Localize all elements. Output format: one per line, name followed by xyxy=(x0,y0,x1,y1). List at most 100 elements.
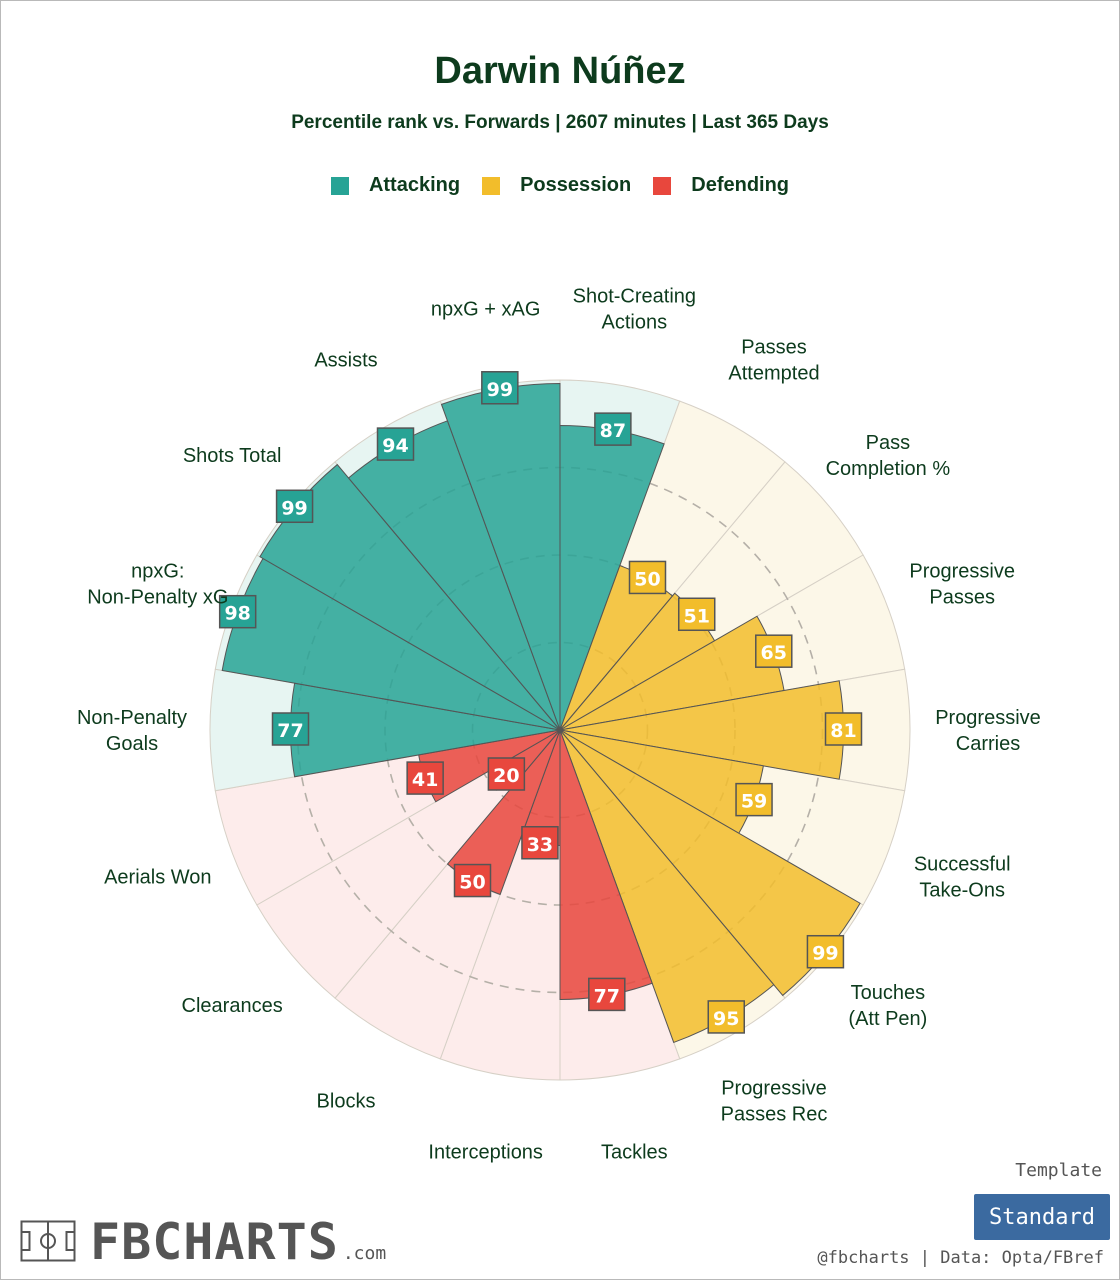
metric-label-line: Progressive xyxy=(935,707,1041,729)
legend-swatch-defending xyxy=(653,176,672,195)
metric-label-line: Blocks xyxy=(317,1091,376,1113)
metric-label-line: Shots Total xyxy=(183,445,282,467)
metric-label-line: Completion % xyxy=(826,458,951,480)
metric-label-aerials-won: Aerials Won xyxy=(104,866,211,888)
legend-label-attacking: Attacking xyxy=(368,174,461,196)
metric-label-line: Non-Penalty xG xyxy=(87,587,228,609)
metric-label-progressive-passes-rec: Progressive Passes Rec xyxy=(721,1078,828,1126)
metric-label-pass-completion: Pass Completion % xyxy=(826,432,951,480)
value-box-non-penalty-goals xyxy=(271,712,310,746)
value-label-aerials-won: 41 xyxy=(412,769,438,791)
value-label-successful-take-ons: 59 xyxy=(741,791,767,813)
metric-label-line: Pass xyxy=(866,432,910,454)
value-box-progressive-passes-rec xyxy=(707,1000,745,1034)
metric-label-line: Aerials Won xyxy=(104,866,211,888)
value-label-shots-total: 99 xyxy=(281,497,307,519)
metric-label-line: Progressive xyxy=(909,561,1015,583)
metric-label-line: Touches xyxy=(851,982,926,1004)
legend-item-defending: Defending xyxy=(653,174,789,197)
value-label-passes-attempted: 50 xyxy=(634,568,660,590)
legend-item-possession: Possession xyxy=(482,174,631,197)
value-box-aerials-won xyxy=(406,761,444,795)
value-label-blocks: 50 xyxy=(459,872,485,894)
metric-label-line: Goals xyxy=(106,733,158,755)
metric-label-clearances: Clearances xyxy=(182,995,283,1017)
legend-item-attacking: Attacking xyxy=(330,174,461,197)
value-box-shots-total xyxy=(275,489,314,524)
brand-suffix: .com xyxy=(342,1243,387,1264)
value-box-shot-creating-actions xyxy=(594,412,632,446)
value-box-tackles xyxy=(588,977,626,1012)
template-caption: Template xyxy=(1015,1160,1102,1181)
legend-swatch-attacking xyxy=(330,176,349,195)
value-box-progressive-passes xyxy=(755,634,793,668)
value-label-progressive-carries: 81 xyxy=(830,720,856,742)
metric-label-passes-attempted: Passes Attempted xyxy=(728,336,819,384)
metric-label-line: Carries xyxy=(956,733,1020,755)
value-label-non-penalty-goals: 77 xyxy=(277,720,303,742)
value-box-progressive-carries xyxy=(824,712,863,746)
metric-label-line: Clearances xyxy=(182,995,283,1017)
legend-swatch-possession xyxy=(482,176,501,195)
legend: Attacking Possession Defending xyxy=(0,174,1120,197)
metric-label-assists: Assists xyxy=(314,349,377,371)
metric-label-npxg-xag: npxG + xAG xyxy=(431,299,541,321)
brand-name: FBCHARTS xyxy=(90,1213,339,1271)
metric-label-npxg-non-penalty-xg: npxG: Non-Penalty xG xyxy=(87,561,228,609)
legend-label-defending: Defending xyxy=(691,174,790,196)
metric-label-touches-att-pen: Touches (Att Pen) xyxy=(848,982,927,1030)
metric-label-line: Passes xyxy=(741,336,807,358)
metric-label-tackles: Tackles xyxy=(601,1142,668,1164)
value-box-successful-take-ons xyxy=(735,782,773,817)
metric-label-line: Non-Penalty xyxy=(77,707,187,729)
value-box-pass-completion xyxy=(677,597,716,632)
metric-label-non-penalty-goals: Non-Penalty Goals xyxy=(77,707,187,755)
metric-label-line: Progressive xyxy=(721,1078,827,1100)
page-subtitle: Percentile rank vs. Forwards | 2607 minu… xyxy=(291,112,829,133)
metric-label-line: Actions xyxy=(602,312,668,334)
value-label-progressive-passes-rec: 95 xyxy=(713,1008,739,1030)
pitch-icon xyxy=(20,1220,76,1262)
metric-label-shots-total: Shots Total xyxy=(183,445,282,467)
value-label-touches-att-pen: 99 xyxy=(812,943,838,965)
data-credit: @fbcharts | Data: Opta/FBref xyxy=(817,1248,1104,1268)
value-label-progressive-passes: 65 xyxy=(761,642,787,664)
metric-label-line: Tackles xyxy=(601,1142,668,1164)
value-box-passes-attempted xyxy=(628,560,667,595)
metric-label-line: npxG: xyxy=(131,561,184,583)
legend-label-possession: Possession xyxy=(520,174,632,196)
metric-label-successful-take-ons: Successful Take-Ons xyxy=(914,853,1011,901)
value-label-npxg-xag: 99 xyxy=(487,379,513,401)
metric-label-progressive-carries: Progressive Carries xyxy=(935,707,1041,755)
value-label-assists: 94 xyxy=(382,435,408,457)
metric-label-line: Assists xyxy=(314,349,377,371)
value-box-touches-att-pen xyxy=(806,934,845,969)
metric-label-interceptions: Interceptions xyxy=(428,1142,543,1164)
metric-label-line: Successful xyxy=(914,853,1011,875)
value-box-npxg-non-penalty-xg xyxy=(218,594,257,629)
metric-label-shot-creating-actions: Shot-Creating Actions xyxy=(573,286,696,334)
value-box-npxg-xag xyxy=(481,371,519,405)
metric-label-line: Attempted xyxy=(728,362,819,384)
value-label-shot-creating-actions: 87 xyxy=(600,420,626,442)
value-box-assists xyxy=(376,427,415,461)
metric-label-line: Take-Ons xyxy=(919,879,1005,901)
value-label-tackles: 77 xyxy=(594,985,620,1007)
template-button[interactable]: Standard xyxy=(974,1194,1110,1240)
value-label-pass-completion: 51 xyxy=(684,605,710,627)
metric-label-line: Interceptions xyxy=(428,1142,543,1164)
page-title: Darwin Núñez xyxy=(434,50,686,92)
metric-label-line: Passes Rec xyxy=(721,1104,828,1126)
metric-label-line: Shot-Creating xyxy=(573,286,696,308)
metric-label-line: (Att Pen) xyxy=(848,1008,927,1030)
brand-logo: FBCHARTS .com xyxy=(20,1214,386,1270)
value-label-clearances: 20 xyxy=(493,765,519,787)
metric-label-line: Passes xyxy=(929,587,995,609)
value-label-interceptions: 33 xyxy=(527,834,553,856)
metric-label-blocks: Blocks xyxy=(317,1091,376,1113)
value-label-npxg-non-penalty-xg: 98 xyxy=(224,603,250,625)
value-box-blocks xyxy=(453,863,492,898)
metric-label-progressive-passes: Progressive Passes xyxy=(909,561,1015,609)
value-box-clearances xyxy=(487,757,526,791)
